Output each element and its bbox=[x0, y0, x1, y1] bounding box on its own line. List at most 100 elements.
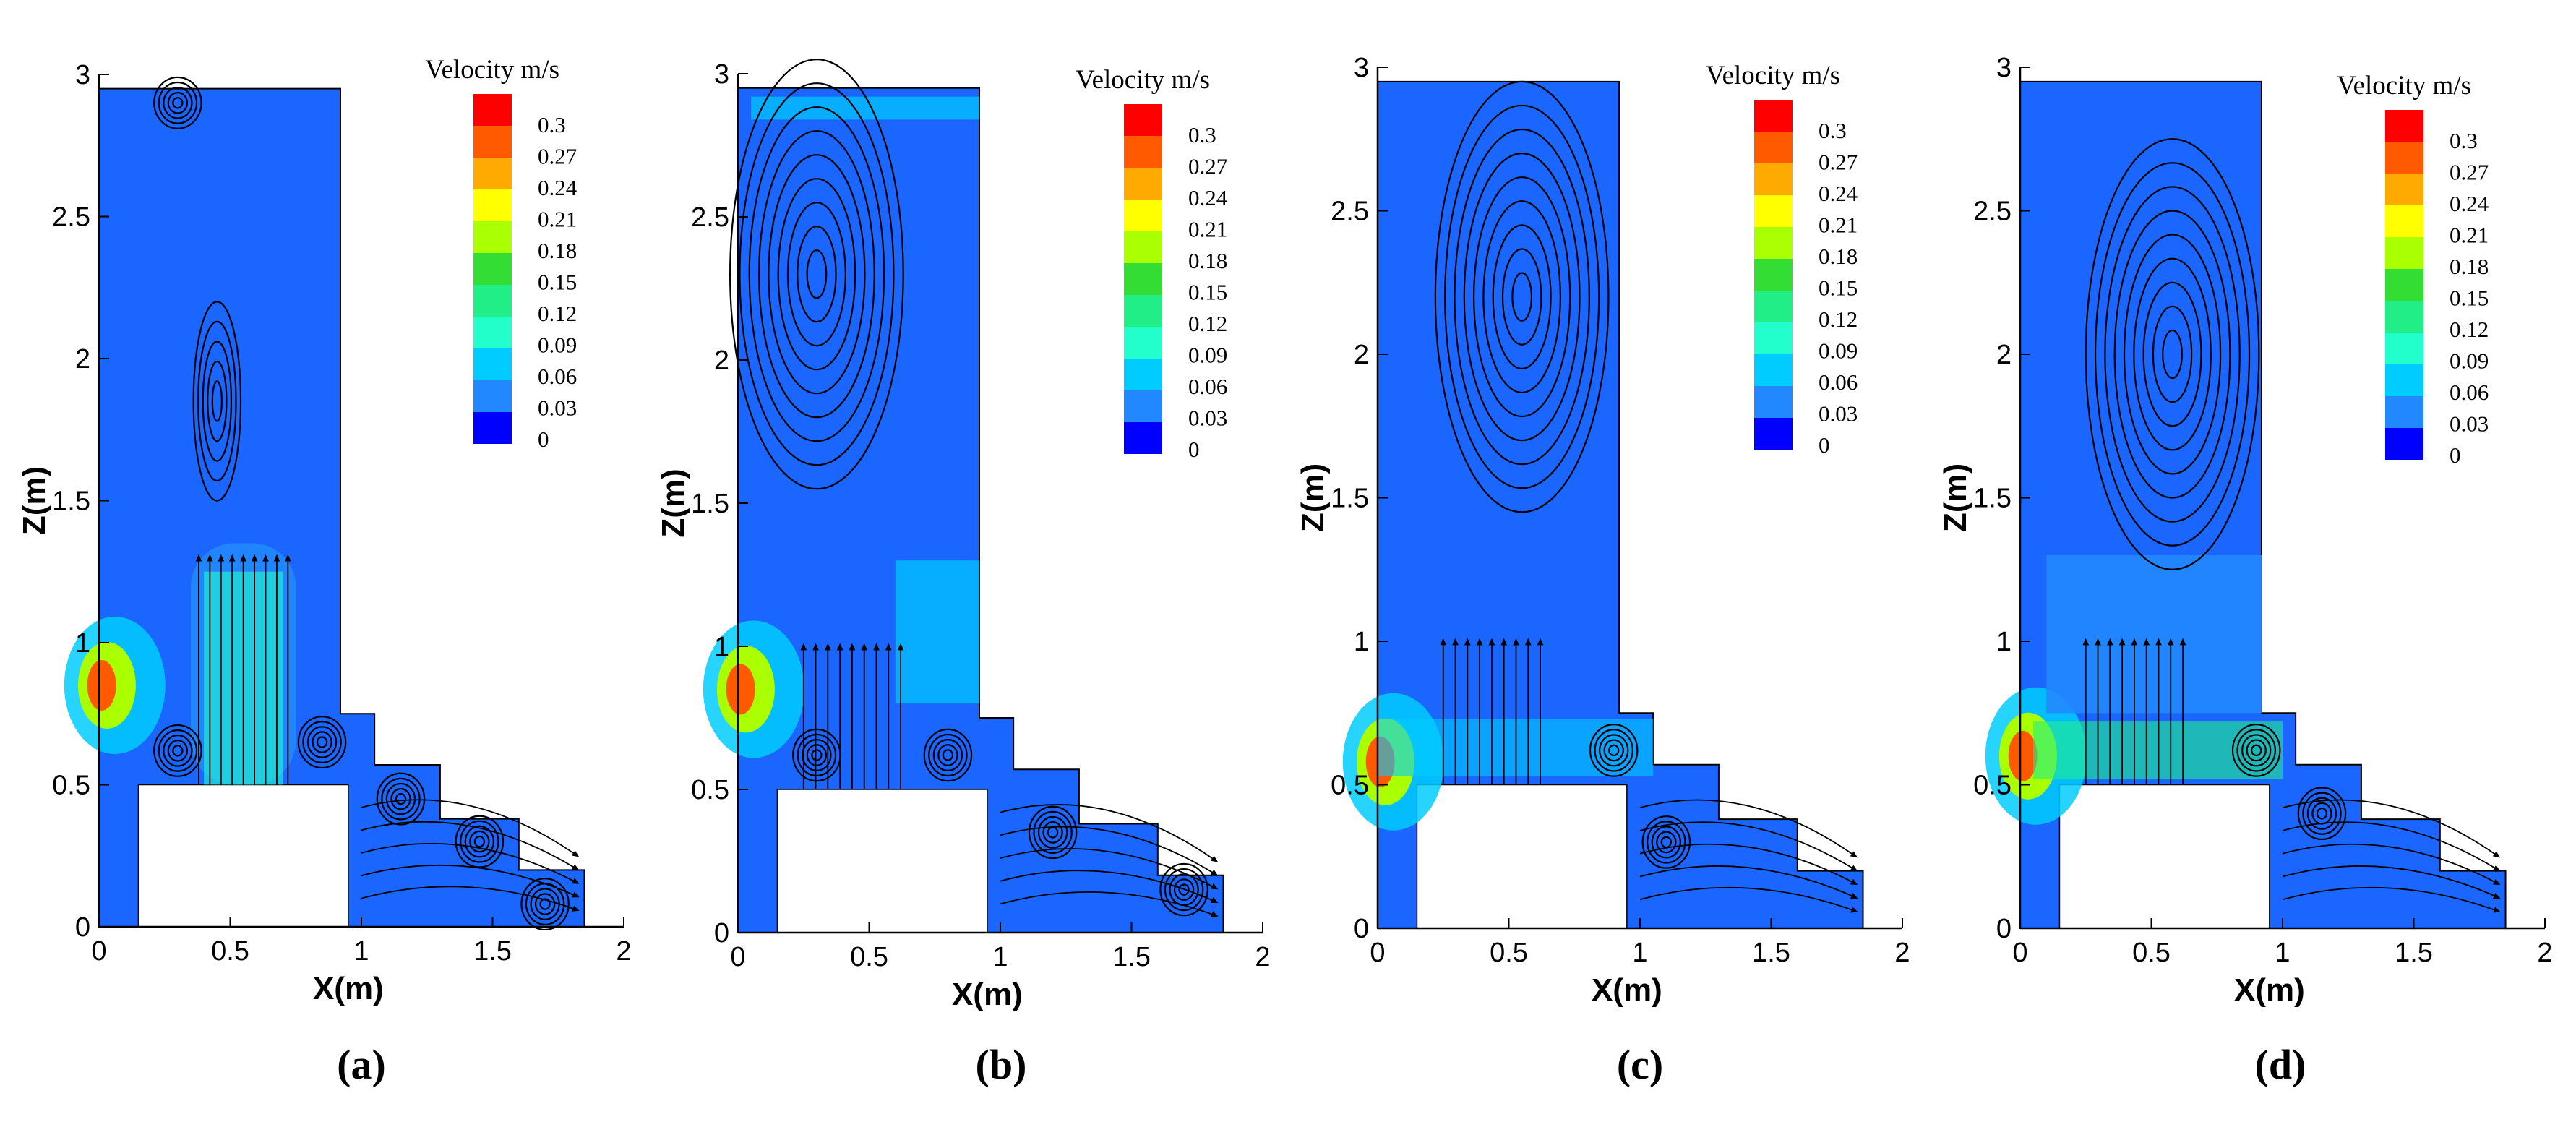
vortex-streamline bbox=[153, 76, 202, 129]
colorbar-label: 0.24 bbox=[1188, 185, 1228, 210]
colorbar-swatch bbox=[1124, 104, 1162, 136]
x-tick-label: 1.5 bbox=[1752, 938, 1790, 968]
colorbar-swatch bbox=[473, 158, 512, 189]
vortex-streamline bbox=[2241, 734, 2272, 767]
vortex-streamline bbox=[1463, 153, 1581, 442]
vortex-streamline bbox=[797, 226, 837, 323]
outflow-streamline bbox=[1639, 886, 1858, 913]
y-tick-label: 1 bbox=[714, 632, 729, 662]
colorbar-label: 0.18 bbox=[1188, 248, 1227, 273]
y-tick-label: 3 bbox=[714, 59, 729, 90]
y-tick-label: 2 bbox=[75, 344, 90, 374]
colorbar-label: 0.27 bbox=[2450, 160, 2489, 185]
colorbar-label: 0.18 bbox=[2450, 254, 2489, 279]
x-tick-label: 1 bbox=[2275, 938, 2290, 968]
colorbar-swatch bbox=[1124, 168, 1162, 200]
vortex-streamline bbox=[2231, 724, 2281, 777]
colorbar-swatch bbox=[1124, 231, 1162, 263]
vortex-streamline bbox=[1492, 224, 1552, 369]
vortex-streamline bbox=[455, 815, 505, 868]
colorbar-label: 0 bbox=[2450, 442, 2461, 468]
x-tick-label: 0 bbox=[1370, 938, 1385, 968]
y-tick-label: 3 bbox=[1996, 53, 2012, 83]
outflow-streamline bbox=[1639, 843, 1858, 886]
colorbar-swatch bbox=[1754, 354, 1793, 386]
vortex-streamline bbox=[1173, 878, 1195, 901]
vortex-streamline bbox=[1501, 248, 1542, 346]
outflow-streamline bbox=[361, 842, 580, 884]
colorbar-swatch bbox=[473, 221, 512, 253]
y-tick-label: 1.5 bbox=[691, 489, 729, 519]
colorbar-swatch bbox=[1124, 295, 1162, 327]
colorbar-label: 0 bbox=[1819, 432, 1830, 458]
x-tick-label: 1.5 bbox=[2395, 938, 2433, 968]
colorbar-label: 0.3 bbox=[1188, 122, 1216, 147]
vortex-streamline bbox=[1444, 104, 1600, 489]
outflow-streamline bbox=[2282, 865, 2501, 899]
colorbar-label: 0.27 bbox=[538, 144, 577, 169]
colorbar-label: 0.12 bbox=[538, 301, 577, 326]
y-tick-label: 0.5 bbox=[52, 771, 90, 801]
y-axis-label: Z(m) bbox=[656, 468, 691, 537]
colorbar-swatch bbox=[1754, 195, 1793, 227]
top-band bbox=[751, 96, 979, 120]
colorbar-swatch bbox=[473, 412, 512, 444]
y-axis-label: Z(m) bbox=[17, 466, 52, 535]
colorbar-label: 0.21 bbox=[1188, 217, 1227, 242]
colorbar-swatch bbox=[1754, 163, 1793, 195]
x-tick-label: 2 bbox=[2537, 938, 2552, 968]
y-tick-label: 1 bbox=[1996, 627, 2012, 657]
colorbar-title: Velocity m/s bbox=[1706, 61, 1840, 90]
outflow-streamline bbox=[1639, 821, 1858, 872]
y-tick-label: 2.5 bbox=[691, 202, 729, 233]
panel-c: 0 0.5 1 1.5 2 0 0.5 1 1.5 2 2.5 3 X(m) Z(m) Velocity m… bbox=[1295, 53, 1910, 1088]
vortex-streamline bbox=[297, 716, 347, 769]
y-tick-label: 2.5 bbox=[1973, 197, 2012, 227]
vortex-streamline bbox=[1482, 200, 1561, 394]
vortex-streamline bbox=[390, 787, 411, 810]
x-tick-label: 0.5 bbox=[1490, 938, 1528, 968]
vortex-streamline bbox=[1651, 826, 1682, 859]
vortex-streamline bbox=[460, 820, 499, 863]
vortex-streamline bbox=[937, 744, 958, 766]
x-axis-label: X(m) bbox=[952, 977, 1023, 1012]
colorbar-swatch bbox=[1124, 327, 1162, 359]
vortex-streamline bbox=[2094, 162, 2251, 547]
y-tick-label: 0.5 bbox=[1331, 771, 1369, 801]
vortex-streamline bbox=[1159, 862, 1208, 917]
vortex-streamline bbox=[2152, 305, 2193, 403]
vortex-streamline bbox=[1472, 176, 1571, 418]
vortex-streamline bbox=[1454, 128, 1590, 466]
vortex-streamline bbox=[395, 792, 407, 805]
vortex-streamline bbox=[2246, 739, 2267, 762]
vortex-streamline bbox=[1178, 883, 1190, 896]
vortex-streamline bbox=[167, 740, 189, 762]
colorbar-label: 0.09 bbox=[2450, 348, 2489, 374]
outflow-streamline bbox=[1000, 848, 1219, 890]
vortex-streamline bbox=[928, 733, 968, 777]
vortex-streamline bbox=[163, 86, 193, 119]
y-tick-label: 2.5 bbox=[1331, 197, 1369, 227]
colorbar-label: 0.27 bbox=[1188, 154, 1227, 179]
jet-patch-red bbox=[87, 659, 116, 711]
colorbar-label: 0.15 bbox=[1819, 275, 1858, 301]
y-tick-label: 1.5 bbox=[1973, 484, 2012, 514]
colorbar-swatch bbox=[473, 126, 512, 158]
colorbar-label: 0.06 bbox=[2450, 380, 2489, 405]
vortex-streamline bbox=[381, 777, 421, 821]
colorbar-swatch bbox=[1754, 100, 1793, 132]
colorbar-swatch bbox=[473, 285, 512, 317]
x-tick-label: 1.5 bbox=[473, 936, 512, 967]
colorbar-label: 0.03 bbox=[538, 395, 577, 421]
panel-d: 0 0.5 1 1.5 2 0 0.5 1 1.5 2 2.5 3 X(m) Z(m) Velocity m… bbox=[1938, 53, 2553, 1088]
colorbar-label: 0.03 bbox=[1188, 406, 1227, 431]
colorbar-swatch bbox=[1754, 259, 1793, 291]
vortex-streamline bbox=[757, 130, 875, 419]
colorbar-swatch bbox=[1754, 322, 1793, 354]
panel-b: 0 0.5 1 1.5 2 0 0.5 1 1.5 2 2.5 3 X(m) Z(m) Velocity m… bbox=[656, 59, 1271, 1088]
colorbar-label: 0.12 bbox=[2450, 317, 2489, 342]
colorbar-label: 0.03 bbox=[1819, 401, 1858, 427]
vortex-streamline bbox=[942, 749, 954, 761]
vortex-streamline bbox=[748, 106, 885, 442]
colorbar-label: 0.24 bbox=[1819, 181, 1858, 206]
